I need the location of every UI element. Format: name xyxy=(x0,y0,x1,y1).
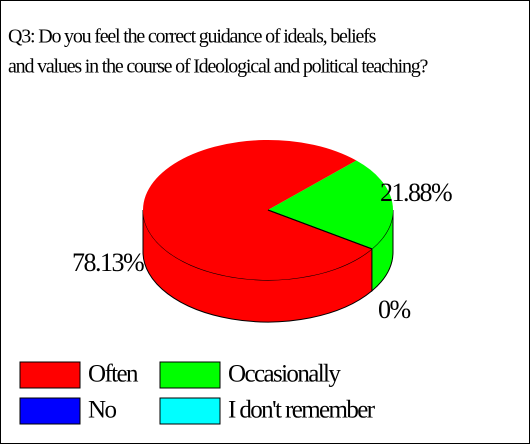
legend-label: Often xyxy=(88,361,139,388)
pie-slice xyxy=(143,140,372,280)
legend-swatch xyxy=(19,397,81,425)
legend-label: I don't remember xyxy=(228,397,376,424)
legend-swatch xyxy=(19,361,81,389)
legend-swatch xyxy=(159,361,221,389)
data-label: 78.13% xyxy=(72,248,144,277)
pie-slice xyxy=(268,160,394,249)
legend-swatch xyxy=(159,397,221,425)
chart-title: and values in the course of Ideological … xyxy=(8,56,429,78)
data-label: 0% xyxy=(378,295,411,324)
legend-label: Occasionally xyxy=(228,361,341,388)
chart-title: Q3: Do you feel the correct guidance of … xyxy=(8,26,377,48)
legend-label: No xyxy=(88,397,116,424)
data-label: 21.88% xyxy=(380,178,452,207)
